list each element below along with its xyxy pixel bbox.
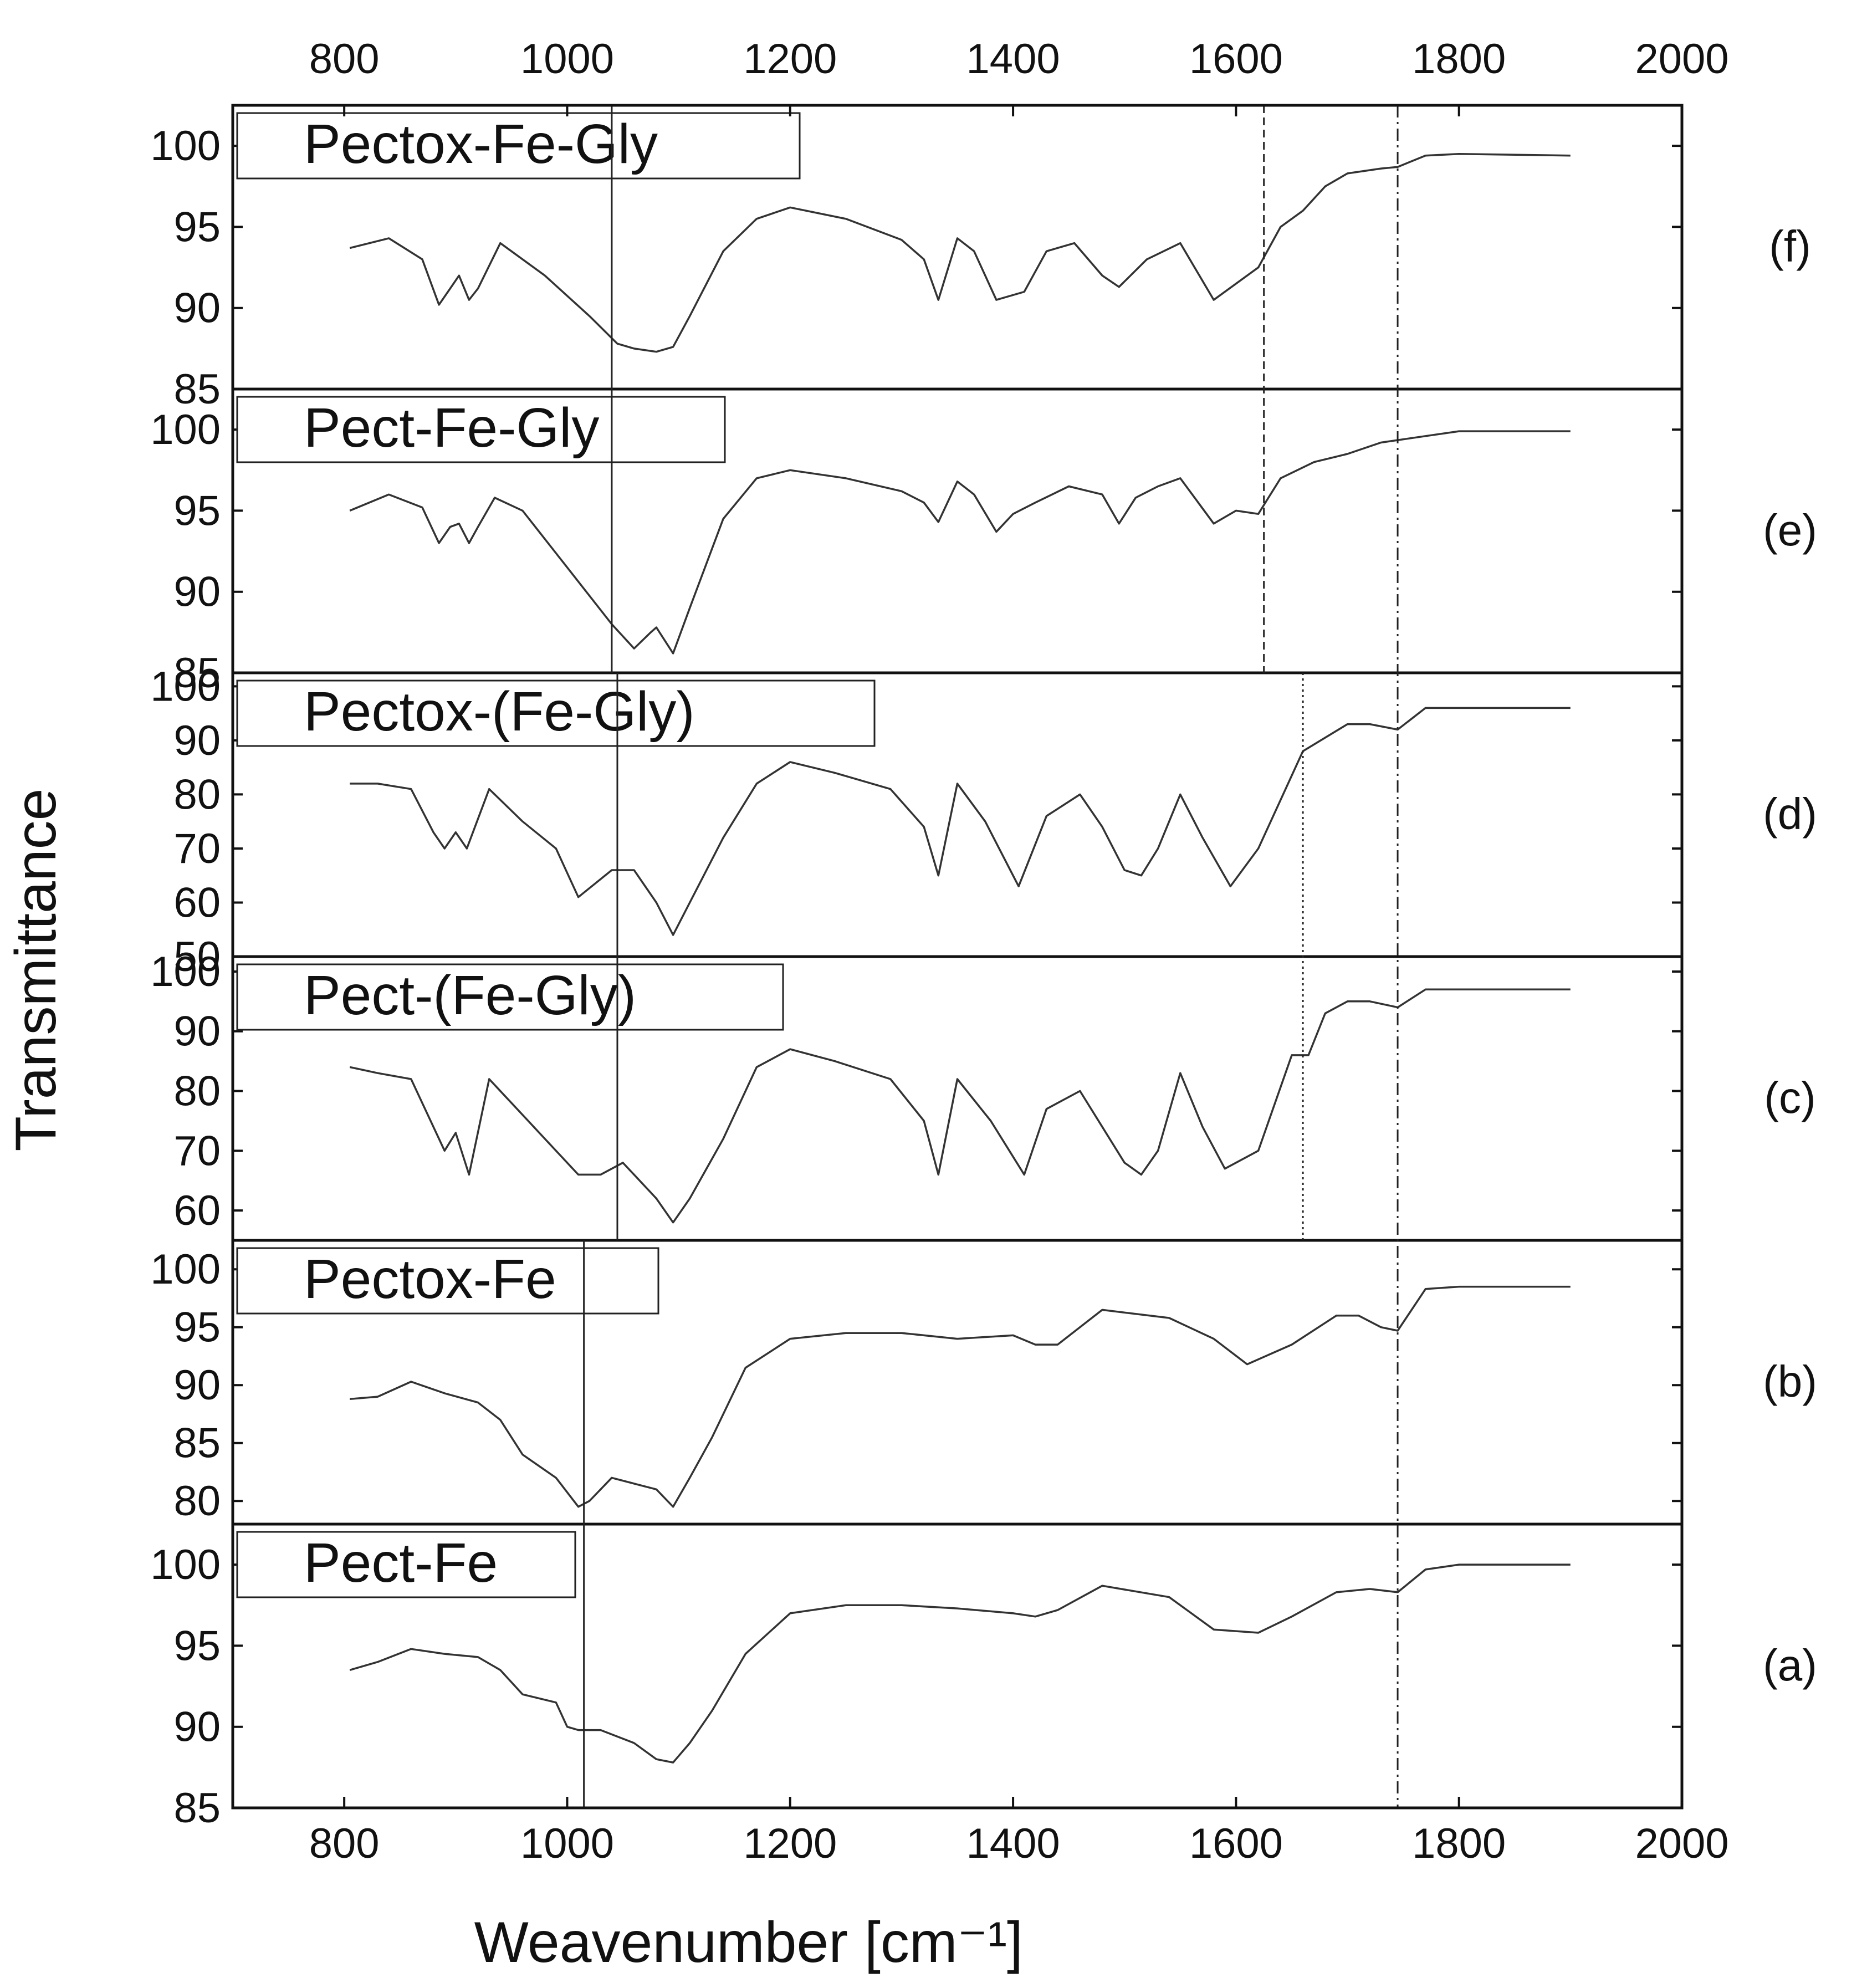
sample-label-a: Pect-Fe [304, 1532, 498, 1594]
panel-c-ytick-label: 80 [173, 1068, 221, 1115]
panel-b-ytick-label: 95 [173, 1304, 221, 1351]
xtick-label-top: 1400 [966, 35, 1060, 83]
axis-layer: 800 800 1000 1000 1200 1200 1400 1400 1600 1600 18… [231, 35, 1729, 1867]
panel-letter-f: (f) [1769, 222, 1811, 271]
legend-box-f [236, 112, 801, 180]
panel-b-ytick-label: 100 [150, 1246, 221, 1293]
xtick-label-top: 2000 [1635, 35, 1728, 83]
xtick-label-bottom: 1200 [743, 1820, 837, 1867]
panel-d-ytick-label: 90 [173, 717, 221, 764]
xtick-label-bottom: 800 [309, 1820, 380, 1867]
sample-label-d: Pectox-(Fe-Gly) [304, 681, 695, 743]
legend-box-a [236, 1531, 576, 1598]
panel-letter-d: (d) [1763, 789, 1817, 839]
xtick-label-top: 1800 [1412, 35, 1506, 83]
panel-d-ytick-label: 60 [173, 879, 221, 926]
legend-box-b [236, 1247, 659, 1315]
sample-label-c: Pect-(Fe-Gly) [304, 964, 636, 1026]
panel-e: 85 90 95 100 Pect-Fe-Gly (e) [150, 387, 1817, 697]
panel-e-ytick-label: 90 [173, 569, 221, 616]
panel-d: 50 60 70 80 90 100 Pectox-(Fe-Gly) (d) [150, 663, 1817, 980]
sample-label-b: Pectox-Fe [304, 1248, 556, 1310]
panel-b-ytick-label: 85 [173, 1420, 221, 1467]
xtick-label-bottom: 1000 [520, 1820, 614, 1867]
panel-a: 85 90 95 100 Pect-Fe (a) [150, 1522, 1817, 1832]
legend-box-c [236, 963, 784, 1031]
panel-letter-e: (e) [1763, 505, 1817, 555]
panel-c-ytick-label: 70 [173, 1127, 221, 1174]
xtick-label-top: 800 [309, 35, 380, 83]
x-axis-title: Weavenumber [cm⁻¹] [474, 1910, 1023, 1975]
panel-a-ytick-label: 95 [173, 1622, 221, 1669]
spectrum-line-d [350, 707, 1571, 936]
y-axis-title: Transmittance [4, 788, 68, 1151]
panel-e-ytick-label: 85 [173, 650, 221, 697]
xtick-label-bottom: 2000 [1635, 1820, 1728, 1867]
panel-letter-a: (a) [1763, 1641, 1817, 1690]
panel-b-ytick-label: 90 [173, 1362, 221, 1409]
panel-a-ytick-label: 85 [173, 1785, 221, 1832]
panel-b: 80 85 90 95 100 Pectox-Fe (b) [150, 1239, 1817, 1525]
panel-c-ytick-label: 100 [150, 948, 221, 995]
xtick-label-top: 1200 [743, 35, 837, 83]
panel-d-ytick-label: 70 [173, 825, 221, 872]
x-axis-unit: [cm⁻¹] [865, 1910, 1023, 1975]
panel-c-ytick-label: 60 [173, 1187, 221, 1234]
panel-c: 60 70 80 90 100 Pect-(Fe-Gly) (c) [150, 948, 1815, 1234]
panel-b-ytick-label: 80 [173, 1478, 221, 1525]
panel-letter-b: (b) [1763, 1357, 1817, 1406]
spectrum-line-e [349, 430, 1571, 655]
panels-layer: 85 90 95 100 Pectox-Fe-Gly (f) 85 90 95 100 Pect-F… [150, 105, 1817, 1832]
spectrum-line-a [349, 1563, 1571, 1764]
plot-frame [231, 104, 1684, 1810]
xtick-label-bottom: 1600 [1189, 1820, 1283, 1867]
legend-box-e [236, 396, 726, 463]
spectrum-line-c [349, 988, 1571, 1224]
panel-f-ytick-label: 85 [173, 366, 221, 413]
panel-d-ytick-label: 50 [173, 933, 221, 980]
panel-f-ytick-label: 100 [150, 122, 221, 170]
panel-e-ytick-label: 95 [173, 487, 221, 534]
panel-a-ytick-label: 90 [173, 1704, 221, 1751]
sample-label-f: Pectox-Fe-Gly [304, 113, 658, 175]
panel-f-ytick-label: 90 [173, 285, 221, 332]
panel-e-ytick-label: 100 [150, 406, 221, 453]
panel-d-ytick-label: 100 [150, 663, 221, 710]
legend-box-d [236, 679, 876, 747]
panel-a-ytick-label: 100 [150, 1541, 221, 1588]
sample-label-e: Pect-Fe-Gly [304, 397, 599, 459]
spectrum-line-f [349, 153, 1571, 353]
panel-letter-c: (c) [1764, 1073, 1815, 1122]
xtick-label-bottom: 1400 [966, 1820, 1060, 1867]
xtick-label-bottom: 1800 [1412, 1820, 1506, 1867]
spectrum-line-b [350, 1285, 1571, 1508]
xtick-label-top: 1000 [520, 35, 614, 83]
xtick-label-top: 1600 [1189, 35, 1283, 83]
panel-f-ytick-label: 95 [173, 203, 221, 251]
x-axis-title-text: Weavenumber [474, 1910, 848, 1975]
panel-d-ytick-label: 80 [173, 771, 221, 818]
panel-c-ytick-label: 90 [173, 1008, 221, 1055]
panel-f: 85 90 95 100 Pectox-Fe-Gly (f) [150, 112, 1811, 413]
